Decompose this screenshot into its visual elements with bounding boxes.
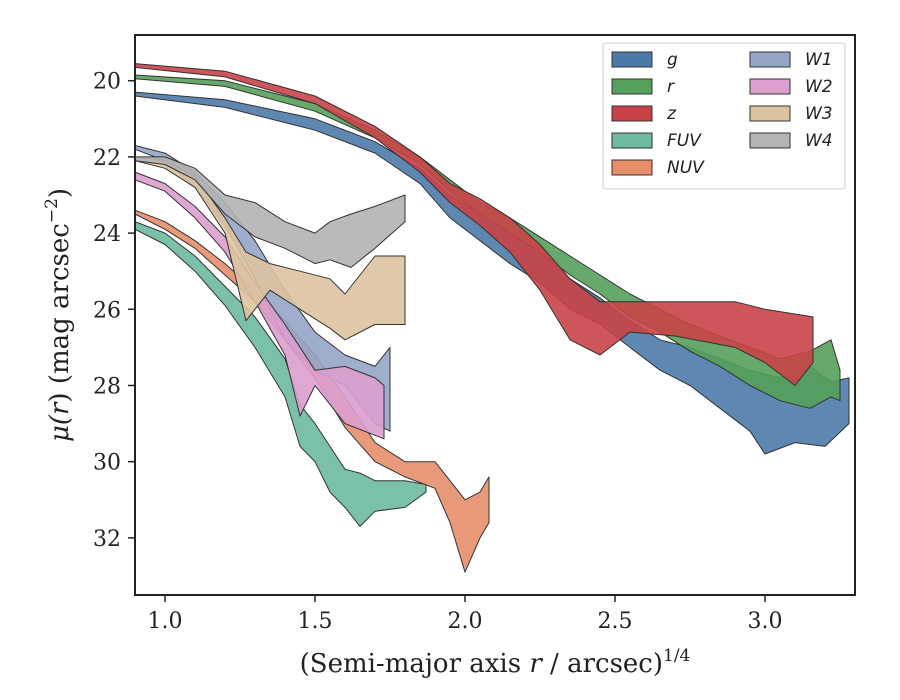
legend-label-w2: W2 <box>805 77 833 97</box>
band-fuv <box>134 221 427 527</box>
legend-label-z: z <box>666 104 677 124</box>
legend-label-g: g <box>667 50 678 70</box>
x-axis-title-main: (Semi-major axis <box>300 649 530 679</box>
legend-label-w3: W3 <box>805 104 833 124</box>
legend-swatch-nuv <box>611 159 653 176</box>
legend: grz FUV NUV W1 W2 W3 W4 <box>602 42 846 190</box>
y-tick-label: 20 <box>93 70 121 95</box>
plot-frame <box>134 34 856 596</box>
y-tick-label: 30 <box>93 451 121 476</box>
band-layer <box>134 63 850 573</box>
y-axis-title-rest: ) (mag arcsec <box>45 223 75 402</box>
x-tick-label: 3.0 <box>748 609 783 634</box>
legend-label-r: r <box>667 77 675 97</box>
legend-swatch-r <box>611 78 653 95</box>
y-tick-label: 28 <box>93 374 121 399</box>
band-w3 <box>134 156 406 341</box>
x-tick-label: 2.0 <box>448 609 483 634</box>
legend-swatch-w4 <box>749 132 791 149</box>
band-w4 <box>134 156 406 268</box>
y-tick-label: 24 <box>93 222 121 247</box>
legend-label-w4: W4 <box>805 131 833 151</box>
legend-swatch-g <box>611 51 653 68</box>
legend-swatch-w3 <box>749 105 791 122</box>
y-tick-label: 26 <box>93 298 121 323</box>
x-tick-label: 1.5 <box>298 609 333 634</box>
y-axis-title-close: ) <box>45 188 75 198</box>
y-axis-title-mu: μ( <box>45 414 75 442</box>
legend-swatch-w1 <box>749 51 791 68</box>
legend-label-nuv: NUV <box>667 158 705 178</box>
y-axis-title-sup: −2 <box>42 198 62 223</box>
x-axis-title-var: r <box>529 649 543 679</box>
x-axis-title: (Semi-major axis r / arcsec)1/4 <box>300 646 691 679</box>
x-axis: 1.0 1.5 2.0 2.5 3.0 <box>148 595 783 634</box>
x-tick-label: 2.5 <box>598 609 633 634</box>
legend-label-fuv: FUV <box>667 131 702 151</box>
y-axis-title: μ(r) (mag arcsec−2) <box>42 188 75 442</box>
legend-swatch-z <box>611 105 653 122</box>
y-tick-label: 32 <box>93 527 121 552</box>
band-z <box>134 63 814 386</box>
y-axis-title-var: r <box>45 401 75 415</box>
legend-swatch-w2 <box>749 78 791 95</box>
x-axis-title-rest: / arcsec) <box>542 649 663 679</box>
x-axis-title-sup: 1/4 <box>663 646 690 666</box>
legend-label-w1: W1 <box>805 50 833 70</box>
legend-swatch-fuv <box>611 132 653 149</box>
x-tick-label: 1.0 <box>148 609 183 634</box>
y-tick-label: 22 <box>93 146 121 171</box>
y-axis: 20 22 24 26 28 30 32 <box>93 70 135 552</box>
